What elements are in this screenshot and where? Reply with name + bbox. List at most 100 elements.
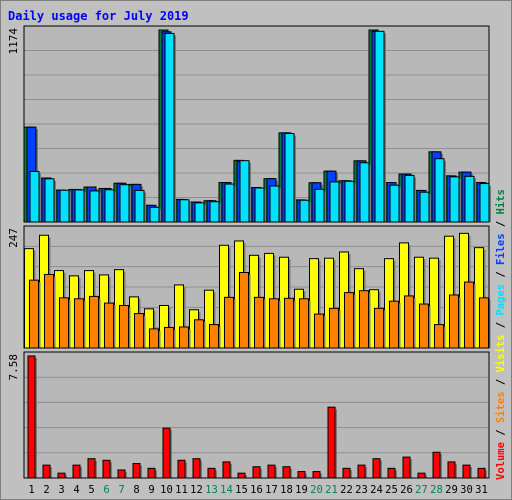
legend-item-hits: Hits (495, 189, 507, 214)
day-label: 31 (475, 484, 488, 496)
bar-volume (432, 451, 441, 479)
day-label: 27 (415, 484, 428, 496)
bar-pages (224, 183, 235, 223)
bar-sites (209, 324, 219, 349)
bar-volume (327, 406, 336, 479)
legend-separator: / (495, 214, 507, 233)
bar-sites (404, 295, 414, 349)
bar-pages (464, 175, 475, 223)
bar-sites (329, 307, 339, 349)
bar-volume (132, 463, 141, 479)
plot-area (24, 352, 489, 478)
day-label: 11 (175, 484, 188, 496)
bar-volume (387, 467, 396, 479)
bar-pages (374, 30, 385, 223)
bar-pages (449, 176, 460, 223)
day-label: 6 (103, 484, 109, 496)
bar-pages (389, 184, 400, 223)
day-label: 26 (400, 484, 413, 496)
bar-volume (357, 464, 366, 479)
day-label: 10 (160, 484, 173, 496)
plot-border (23, 351, 490, 479)
bar-pages (134, 189, 145, 223)
bar-pages (149, 206, 160, 223)
bar-sites (284, 297, 294, 349)
bar-pages (434, 158, 445, 223)
bar-pages (44, 178, 55, 223)
bar-pages (209, 201, 220, 223)
day-label: 18 (280, 484, 293, 496)
bar-volume (72, 464, 81, 479)
bar-pages (329, 181, 340, 223)
bar-sites (314, 313, 324, 349)
bar-sites (194, 319, 204, 349)
day-label: 24 (370, 484, 383, 496)
day-label: 17 (265, 484, 278, 496)
bar-volume (447, 461, 456, 479)
day-label: 13 (205, 484, 218, 496)
max-label: 7.58 (7, 354, 20, 381)
day-label: 21 (325, 484, 338, 496)
bar-volume (342, 467, 351, 479)
bar-volume (477, 467, 486, 479)
legend-separator: / (495, 265, 507, 284)
bar-sites (344, 292, 354, 349)
bar-volume (372, 458, 381, 479)
bar-pages (479, 183, 490, 223)
legend-item-volume: Volume (495, 442, 507, 480)
legend-item-pages: Pages (495, 284, 507, 316)
bar-pages (344, 180, 355, 223)
bar-volume (57, 472, 66, 479)
bar-volume (297, 471, 306, 479)
bar-sites (104, 302, 114, 349)
bar-volume (267, 464, 276, 479)
bar-sites (479, 297, 489, 349)
legend-separator: / (495, 316, 507, 335)
bar-pages (89, 190, 100, 223)
bar-pages (29, 170, 40, 223)
bar-volume (42, 464, 51, 479)
day-label: 22 (340, 484, 353, 496)
legend-item-visits: Visits (495, 335, 507, 373)
bar-volume (252, 466, 261, 479)
bar-sites (434, 324, 444, 349)
day-label: 9 (148, 484, 154, 496)
bar-pages (104, 189, 115, 223)
day-label: 7 (118, 484, 124, 496)
bar-volume (177, 459, 186, 479)
day-label: 19 (295, 484, 308, 496)
legend-item-files: Files (495, 233, 507, 265)
legend-separator: / (495, 373, 507, 392)
bar-pages (269, 185, 280, 223)
day-label: 14 (220, 484, 233, 496)
bar-sites (269, 298, 279, 349)
plot-border (23, 25, 490, 223)
bar-sites (164, 326, 174, 349)
bar-pages (359, 162, 370, 223)
day-label: 23 (355, 484, 368, 496)
bar-sites (149, 328, 159, 349)
panel-bottom: 7.58 (7, 351, 490, 479)
bar-pages (239, 160, 250, 223)
bar-sites (29, 279, 39, 349)
max-label: 247 (7, 228, 20, 248)
legend-separator: / (495, 423, 507, 442)
bar-pages (404, 174, 415, 223)
bar-sites (89, 295, 99, 349)
bar-volume (417, 472, 426, 479)
bar-volume (87, 458, 96, 479)
bar-sites (44, 273, 54, 349)
bar-sites (119, 304, 129, 349)
bar-volume (162, 427, 171, 479)
max-label: 1174 (7, 28, 20, 55)
bar-sites (374, 307, 384, 349)
bar-pages (299, 199, 310, 223)
bar-pages (164, 32, 175, 223)
bar-sites (299, 298, 309, 349)
day-label: 29 (445, 484, 458, 496)
day-label: 1 (28, 484, 34, 496)
bar-sites (389, 300, 399, 349)
bar-volume (117, 469, 126, 479)
